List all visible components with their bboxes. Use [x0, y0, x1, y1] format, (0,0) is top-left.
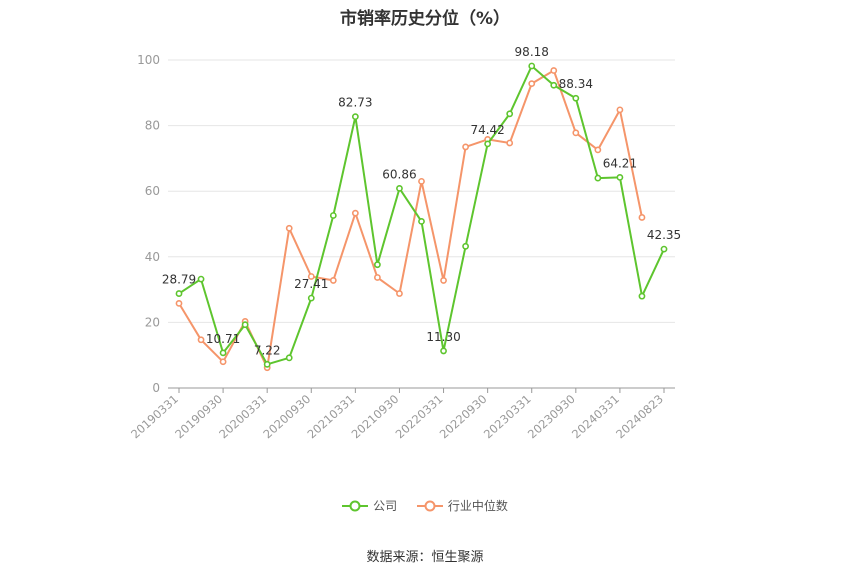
x-tick-label: 20200331 — [216, 392, 269, 442]
data-label: 42.35 — [647, 228, 681, 242]
series-line-company — [178, 65, 665, 366]
legend-item-company[interactable]: 公司 — [342, 497, 397, 514]
x-tick-label: 20210331 — [304, 392, 357, 442]
legend-label-company: 公司 — [373, 499, 398, 513]
grid-layer — [168, 59, 675, 323]
y-tick-label: 40 — [145, 250, 160, 264]
data-point-industry — [506, 139, 514, 147]
data-point-company — [440, 347, 447, 355]
data-point-industry — [396, 290, 403, 297]
legend-label-industry: 行业中位数 — [447, 499, 508, 513]
data-point-company — [572, 94, 580, 102]
data-point-company — [638, 292, 646, 300]
data-point-company — [329, 212, 337, 219]
data-point-industry — [351, 209, 359, 217]
x-tick-label: 20220331 — [393, 392, 446, 442]
data-label: 74.42 — [470, 123, 504, 137]
data-point-industry — [307, 273, 315, 280]
y-tick-label: 20 — [145, 315, 160, 329]
data-label: 98.18 — [515, 45, 549, 59]
data-point-company — [219, 349, 227, 357]
x-tick-label: 20200930 — [260, 392, 313, 442]
data-point-company — [594, 174, 602, 182]
data-label: 28.79 — [162, 273, 196, 287]
axis-layer: 0 20 40 60 80 100 2019033120190930202003312020… — [128, 53, 675, 441]
data-point-company — [484, 140, 492, 148]
chart-title: 市销率历史分位（%） — [339, 9, 511, 29]
data-label: 11.30 — [426, 330, 460, 344]
x-tick-label: 20240823 — [613, 392, 666, 442]
data-point-industry — [197, 336, 205, 344]
y-tick-label: 0 — [152, 381, 160, 395]
x-tick-label: 20210930 — [349, 392, 402, 442]
data-source: 数据来源：恒生聚源 — [366, 550, 484, 565]
data-label: 60.86 — [382, 167, 416, 181]
data-point-company — [528, 62, 536, 70]
data-point-company — [462, 242, 469, 250]
data-point-company — [550, 81, 558, 89]
data-point-company — [285, 354, 293, 362]
data-point-industry — [329, 277, 337, 284]
data-point-company — [263, 360, 271, 368]
y-tick-label: 100 — [137, 53, 160, 67]
data-label: 88.34 — [559, 77, 593, 91]
x-tick-label: 20230930 — [525, 392, 578, 442]
data-point-company — [418, 217, 425, 225]
data-point-industry — [616, 106, 624, 114]
data-point-industry — [572, 129, 580, 137]
data-point-company — [506, 110, 514, 118]
data-point-industry — [418, 177, 425, 185]
data-point-company — [660, 245, 668, 253]
data-label-layer: 28.79 10.71 7.22 27.41 82.73 60.86 11.30 74.42 9… — [162, 45, 681, 357]
y-tick-label: 80 — [145, 119, 160, 133]
data-point-industry — [462, 143, 469, 151]
data-label: 27.41 — [294, 277, 328, 291]
data-point-company — [396, 184, 403, 192]
data-point-industry — [175, 299, 183, 307]
y-tick-label: 60 — [145, 184, 160, 198]
data-point-industry — [594, 146, 602, 154]
x-tick-label: 20230331 — [481, 392, 534, 442]
data-point-industry — [374, 274, 381, 281]
data-point-company — [197, 275, 205, 283]
data-point-company — [374, 261, 381, 269]
legend-item-industry[interactable]: 行业中位数 — [416, 497, 508, 514]
series-line-industry — [178, 69, 643, 369]
data-label: 64.21 — [603, 156, 637, 170]
x-tick-label: 20220930 — [437, 392, 490, 442]
x-tick-label: 20240331 — [569, 392, 622, 442]
data-point-company — [241, 321, 249, 329]
legend: 公司 行业中位数 — [0, 497, 850, 515]
data-label: 10.71 — [206, 332, 240, 346]
legend-industry-marker-icon — [416, 500, 443, 511]
data-point-industry — [528, 80, 536, 88]
data-point-industry — [219, 358, 227, 366]
series-layer — [175, 62, 668, 372]
x-tick-label: 20190930 — [172, 392, 225, 442]
data-point-company — [616, 173, 624, 181]
data-label: 82.73 — [338, 96, 372, 110]
data-point-company — [351, 113, 359, 121]
data-point-company — [307, 294, 315, 302]
data-point-industry — [550, 67, 558, 74]
data-label: 7.22 — [254, 343, 281, 357]
x-tick-label: 20190331 — [128, 392, 181, 442]
data-point-industry — [285, 224, 293, 232]
data-point-industry — [440, 277, 447, 284]
data-point-industry — [638, 214, 646, 221]
legend-company-marker-icon — [342, 500, 369, 511]
data-point-company — [175, 290, 183, 297]
